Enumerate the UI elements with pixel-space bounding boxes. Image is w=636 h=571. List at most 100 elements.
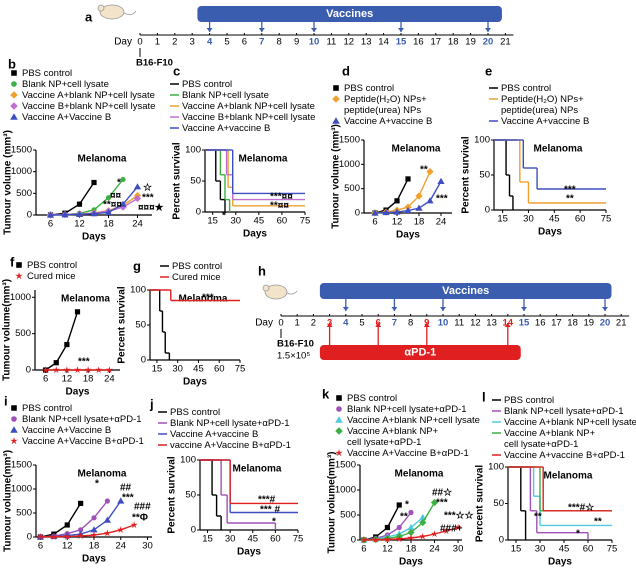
series-line	[45, 311, 79, 371]
y-tick-label: 100	[130, 285, 146, 296]
y-axis-label: Percent survival	[117, 286, 128, 363]
legend-label: PBS control	[347, 393, 397, 404]
marker	[53, 360, 59, 366]
x-tick-label: 24	[115, 541, 126, 552]
day-number: 2	[311, 318, 316, 329]
legend-label: Cured mice	[27, 271, 76, 282]
legend-label: Cured mice	[172, 272, 221, 283]
x-tick-label: 45	[193, 364, 204, 375]
y-tick-label: 500	[340, 510, 356, 521]
marker	[371, 209, 379, 216]
marker	[407, 534, 415, 542]
series-line	[50, 182, 95, 216]
day-number: 9	[424, 318, 429, 329]
chart-title: Melanoma	[534, 144, 583, 155]
marker	[50, 533, 58, 540]
marker	[91, 179, 97, 186]
day-number: 18	[448, 37, 459, 48]
day-number: 12	[344, 37, 355, 48]
day-number: 8	[408, 318, 413, 329]
significance-mark: ***#☆	[568, 503, 594, 514]
marker	[395, 535, 403, 543]
marker	[430, 530, 439, 538]
day-number: 4	[343, 318, 349, 329]
y-tick-label: 500	[15, 328, 31, 339]
x-axis-label: Days	[548, 557, 572, 568]
day-number: 6	[376, 318, 381, 329]
y-tick-label: 0	[27, 532, 32, 543]
legend-marker	[10, 91, 18, 99]
x-tick-label: 75	[300, 216, 311, 227]
day-number: 19	[465, 37, 476, 48]
chart-title: Melanoma	[239, 154, 288, 165]
panel-label: j	[149, 396, 154, 411]
tumor-label: B16-F10	[277, 339, 314, 350]
series-line	[40, 500, 108, 538]
y-tick-label: 500	[344, 183, 360, 194]
x-tick-label: 30	[142, 541, 153, 552]
legend-label: Blank NP+cell lysate+αPD-1	[170, 418, 290, 429]
legend-label: Blank NP+cell lysate	[22, 79, 109, 90]
x-tick-label: 12	[392, 217, 403, 228]
x-tick-label: 6	[43, 374, 48, 385]
legend-marker	[335, 449, 343, 457]
significance-mark: ###	[134, 502, 151, 513]
y-tick-label: 500	[16, 188, 32, 199]
y-axis-label: Tumour volume (mm³)	[331, 124, 342, 229]
day-number: 17	[551, 318, 562, 329]
panel-label: i	[4, 393, 8, 408]
significance-mark: **	[594, 517, 602, 528]
significance-mark: *	[405, 500, 409, 511]
series-line	[40, 524, 135, 538]
day-number: 20	[483, 37, 494, 48]
x-tick-label: 75	[293, 534, 304, 545]
legend-label: PBS control	[22, 68, 72, 79]
day-number: 10	[309, 37, 320, 48]
y-tick-label: 500	[16, 508, 32, 519]
legend-marker	[11, 416, 17, 422]
day-number: 9	[294, 37, 299, 48]
x-tick-label: 75	[607, 544, 618, 555]
significance-mark: *	[576, 529, 580, 540]
legend-marker	[332, 95, 340, 103]
x-tick-label: 18	[414, 217, 425, 228]
arrow-head	[258, 28, 265, 32]
marker	[103, 516, 111, 523]
x-tick-label: 15	[152, 364, 163, 375]
x-tick-label: 6	[48, 219, 53, 230]
x-tick-label: 75	[235, 364, 246, 375]
marker	[76, 201, 83, 207]
y-axis-label: Tumour volume(mm³)	[2, 279, 13, 381]
marker	[415, 192, 423, 200]
marker	[120, 176, 126, 183]
x-tick-label: 18	[406, 544, 417, 555]
marker	[117, 526, 125, 533]
x-tick-label: 18	[89, 541, 100, 552]
legend-marker	[10, 426, 18, 433]
x-tick-label: 30	[172, 364, 183, 375]
significance-mark: ***	[202, 293, 214, 304]
x-tick-label: 6	[38, 541, 43, 552]
arrow-head	[485, 28, 491, 32]
significance-mark: **	[400, 512, 408, 523]
x-tick-label: 15	[202, 534, 213, 545]
legend-label: vaccine A+Vaccine B+αPD-1	[170, 440, 291, 451]
x-axis-label: Days	[538, 227, 562, 238]
arrow-head	[602, 307, 608, 311]
legend-label: Vaccine A+Vaccine B+αPD-1	[347, 448, 469, 459]
marker	[133, 194, 142, 203]
marker	[90, 526, 98, 533]
y-axis-label: Percent survival	[461, 136, 472, 213]
arrow-head	[391, 307, 398, 311]
y-tick-label: 100	[488, 462, 504, 473]
y-tick-label: 0	[27, 210, 32, 221]
marker	[61, 211, 69, 218]
y-tick-label: 1500	[335, 460, 356, 471]
legend-marker	[11, 405, 17, 411]
x-tick-label: 30	[453, 544, 464, 555]
legend-marker	[332, 117, 340, 124]
x-tick-label: 6	[372, 217, 377, 228]
marker	[396, 502, 402, 508]
panel-label: f	[10, 254, 15, 269]
series-line	[363, 516, 424, 541]
